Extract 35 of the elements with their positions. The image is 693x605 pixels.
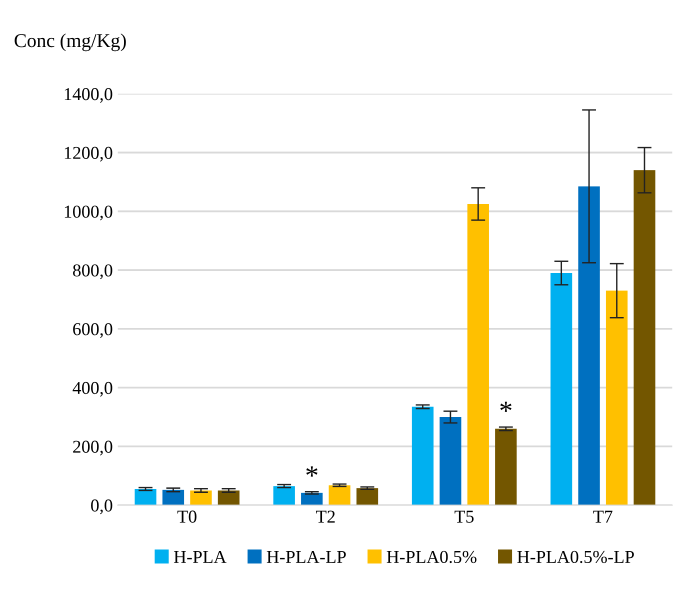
legend-label: H-PLA0.5% (386, 550, 476, 564)
bar (606, 290, 628, 506)
bar (190, 490, 212, 506)
y-tick-label: 400,0 (72, 382, 112, 397)
annotation: * (500, 402, 512, 412)
bar (578, 186, 600, 506)
annotation: * (306, 466, 318, 477)
bar (134, 489, 156, 506)
legend-label: H-PLA (174, 550, 226, 563)
x-tick-label: T0 (177, 510, 196, 523)
bar (162, 490, 184, 506)
bar (328, 485, 350, 506)
y-tick-label: 1200,0 (64, 146, 112, 162)
bar (301, 492, 323, 506)
bar (467, 204, 489, 506)
legend-label: H-PLA0.5%-LP (517, 550, 634, 564)
bar (550, 273, 572, 506)
bar (356, 488, 378, 506)
y-tick-label: 1000,0 (64, 206, 112, 220)
bar (495, 428, 517, 506)
y-tick-label: 800,0 (73, 264, 112, 280)
bar (412, 406, 434, 506)
bar (634, 170, 656, 506)
y-axis-title: Conc (mg/Kg) (14, 34, 126, 52)
y-tick-label: 200,0 (73, 440, 112, 456)
x-tick-label: T2 (316, 510, 335, 523)
y-tick-label: 0,0 (91, 499, 112, 514)
y-tick-label: 600,0 (73, 323, 112, 338)
bar (273, 486, 295, 506)
bar (218, 490, 240, 506)
x-tick-label: T7 (593, 510, 612, 523)
y-tick-label: 1400,0 (64, 88, 112, 103)
legend-label: H-PLA-LP (266, 550, 346, 563)
bar (440, 417, 462, 506)
x-tick-label: T5 (454, 510, 474, 523)
